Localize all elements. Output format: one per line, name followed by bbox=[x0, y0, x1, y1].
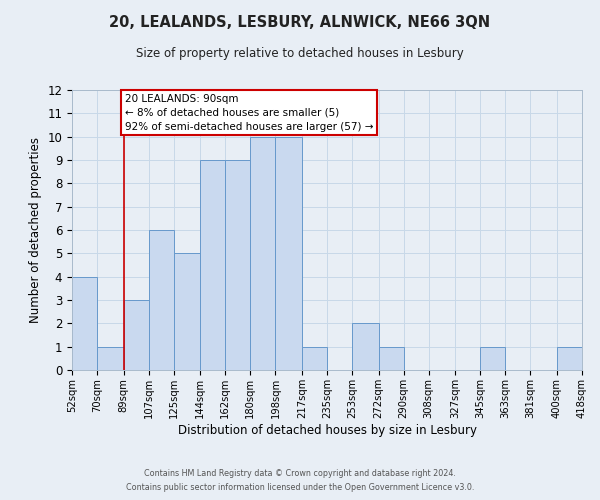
Bar bbox=[149, 230, 174, 370]
Bar bbox=[174, 254, 200, 370]
Y-axis label: Number of detached properties: Number of detached properties bbox=[29, 137, 42, 323]
Bar bbox=[302, 346, 327, 370]
Bar bbox=[225, 160, 250, 370]
Text: 20 LEALANDS: 90sqm
← 8% of detached houses are smaller (5)
92% of semi-detached : 20 LEALANDS: 90sqm ← 8% of detached hous… bbox=[125, 94, 373, 132]
Bar bbox=[72, 276, 97, 370]
Text: Size of property relative to detached houses in Lesbury: Size of property relative to detached ho… bbox=[136, 48, 464, 60]
Bar bbox=[250, 136, 275, 370]
Bar bbox=[379, 346, 404, 370]
Bar bbox=[275, 136, 302, 370]
Bar bbox=[124, 300, 149, 370]
Bar bbox=[557, 346, 582, 370]
Bar bbox=[200, 160, 225, 370]
Bar bbox=[97, 346, 124, 370]
Bar bbox=[352, 324, 379, 370]
X-axis label: Distribution of detached houses by size in Lesbury: Distribution of detached houses by size … bbox=[178, 424, 476, 436]
Text: 20, LEALANDS, LESBURY, ALNWICK, NE66 3QN: 20, LEALANDS, LESBURY, ALNWICK, NE66 3QN bbox=[109, 15, 491, 30]
Text: Contains HM Land Registry data © Crown copyright and database right 2024.: Contains HM Land Registry data © Crown c… bbox=[144, 468, 456, 477]
Bar bbox=[480, 346, 505, 370]
Text: Contains public sector information licensed under the Open Government Licence v3: Contains public sector information licen… bbox=[126, 484, 474, 492]
